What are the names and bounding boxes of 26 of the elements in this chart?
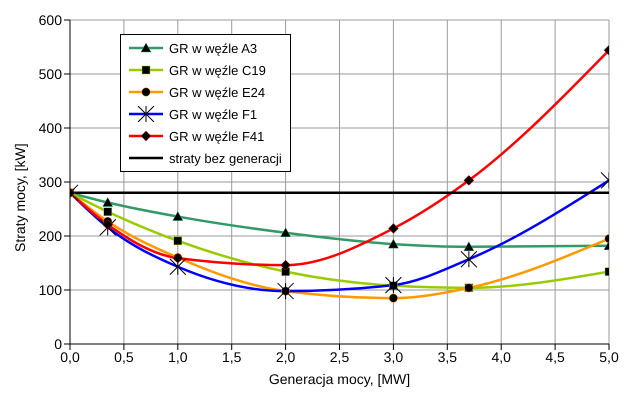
- legend-label: straty bez generacji: [169, 150, 282, 166]
- y-tick-label: 600: [38, 12, 62, 28]
- y-tick-label: 500: [38, 66, 62, 82]
- x-tick-label: 2,0: [276, 348, 296, 365]
- x-axis-title: Generacja mocy, [MW]: [268, 371, 410, 387]
- x-tick-label: 2,5: [330, 348, 350, 365]
- y-axis-title: Straty mocy, [kW]: [12, 143, 28, 252]
- x-tick-label: 3,5: [438, 348, 458, 365]
- legend-label: GR w węźle F41: [169, 128, 264, 144]
- x-tick-label: 5,0: [599, 348, 619, 365]
- y-tick-label: 200: [38, 228, 62, 244]
- x-tick-label: 0,5: [114, 348, 134, 365]
- x-tick-label: 3,0: [384, 348, 404, 365]
- y-tick-label: 400: [38, 120, 62, 136]
- y-tick-label: 100: [38, 282, 62, 298]
- x-tick-label: 4,0: [491, 348, 512, 365]
- x-tick-label: 0,0: [60, 348, 80, 365]
- legend-label: GR w węźle A3: [169, 40, 258, 56]
- legend-label: GR w węźle F1: [169, 106, 258, 122]
- x-tick-label: 1,5: [222, 348, 242, 365]
- legend-label: GR w węźle C19: [169, 62, 266, 78]
- x-tick-label: 4,5: [545, 348, 566, 365]
- x-tick-label: 1,0: [168, 348, 188, 365]
- legend-label: GR w węźle E24: [169, 84, 266, 100]
- y-tick-label: 300: [38, 174, 62, 190]
- y-tick-label: 0: [54, 336, 62, 352]
